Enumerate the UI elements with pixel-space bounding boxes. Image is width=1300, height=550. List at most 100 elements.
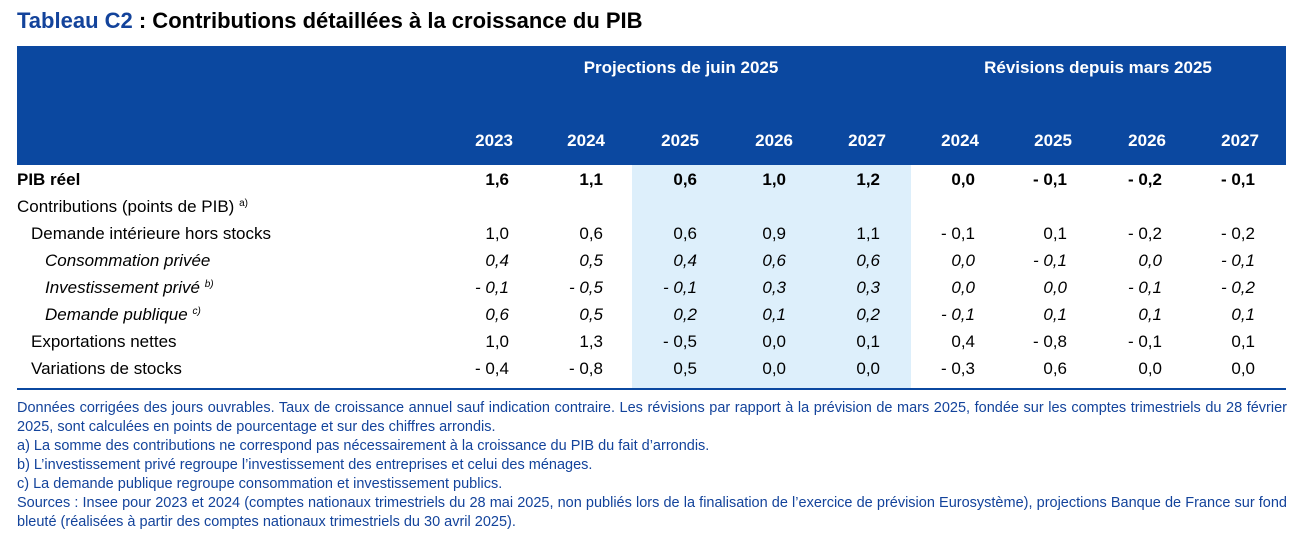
footnote-ref: c) [192,306,201,317]
cell: - 0,5 [568,278,603,297]
table-row-variations-stocks: Variations de stocks - 0,4 - 0,8 0,5 0,0… [17,356,1286,383]
row-label: Exportations nettes [31,332,177,351]
cell: - 0,4 [474,359,509,378]
cell: - 0,1 [662,278,697,297]
cell: - 0,1 [1127,332,1162,351]
cell: 0,6 [579,224,603,243]
header-year: 2025 [661,131,699,150]
cell: - 0,2 [1220,224,1255,243]
cell: - 0,8 [568,359,603,378]
table-row-pib-reel: PIB réel 1,6 1,1 0,6 1,0 1,2 0,0 - 0,1 -… [17,167,1286,194]
cell: 0,0 [762,332,786,351]
cell: 0,1 [1043,305,1067,324]
cell: 0,2 [856,305,880,324]
table-row-demande-interieure: Demande intérieure hors stocks 1,0 0,6 0… [17,221,1286,248]
cell: - 0,1 [1032,251,1067,270]
cell: 0,5 [579,305,603,324]
cell: 0,0 [762,359,786,378]
table-row-investissement-prive: Investissement privé b) - 0,1 - 0,5 - 0,… [17,275,1286,302]
cell: 0,6 [1043,359,1067,378]
note-c: c) La demande publique regroupe consomma… [17,476,503,492]
cell: 0,0 [856,359,880,378]
table-header: Projections de juin 2025 Révisions depui… [17,46,1286,165]
cell: - 0,1 [1220,251,1255,270]
cell: 0,0 [1043,278,1067,297]
cell: - 0,2 [1220,278,1255,297]
note-b: b) L’investissement privé regroupe l’inv… [17,457,593,473]
table-row-contributions: Contributions (points de PIB) a) [17,194,1286,221]
cell: 1,0 [485,224,509,243]
cell: - 0,1 [1127,278,1162,297]
cell: 0,0 [1138,359,1162,378]
cell: 0,2 [673,305,697,324]
cell: - 0,1 [474,278,509,297]
cell: - 0,8 [1032,332,1067,351]
cell: 0,5 [673,359,697,378]
cell: - 0,1 [1032,170,1067,189]
cell: 0,6 [673,170,697,189]
cell: 1,2 [856,170,880,189]
header-group-revisions: Révisions depuis mars 2025 [984,58,1212,77]
cell: - 0,3 [940,359,975,378]
cell: 0,3 [856,278,880,297]
row-label: PIB réel [17,170,81,189]
cell: 0,1 [1043,224,1067,243]
cell: 0,6 [762,251,786,270]
row-label: Variations de stocks [31,359,182,378]
note-general: Données corrigées des jours ouvrables. T… [17,400,1287,435]
cell: 0,0 [951,170,975,189]
cell: 0,1 [1138,305,1162,324]
cell: 0,1 [1231,305,1255,324]
header-year: 2026 [755,131,793,150]
header-group-projections: Projections de juin 2025 [583,58,779,77]
cell: 0,0 [1138,251,1162,270]
cell: 0,0 [951,278,975,297]
cell: 0,4 [485,251,509,270]
cell: - 0,2 [1127,224,1162,243]
cell: 0,6 [673,224,697,243]
header-year: 2024 [941,131,979,150]
cell: 0,1 [762,305,786,324]
table-row-exportations-nettes: Exportations nettes 1,0 1,3 - 0,5 0,0 0,… [17,329,1286,356]
table-bottom-rule [17,388,1286,390]
cell: - 0,1 [1220,170,1255,189]
header-year: 2023 [475,131,513,150]
table-row-demande-publique: Demande publique c) 0,6 0,5 0,2 0,1 0,2 … [17,302,1286,329]
table-code: Tableau C2 [17,8,133,33]
row-label-text: Demande publique [45,305,188,324]
table-row-consommation-privee: Consommation privée 0,4 0,5 0,4 0,6 0,6 … [17,248,1286,275]
cell: 1,3 [579,332,603,351]
header-year: 2027 [1221,131,1259,150]
cell: 1,0 [762,170,786,189]
cell: 0,0 [951,251,975,270]
cell: - 0,1 [940,305,975,324]
row-label-text: Contributions (points de PIB) [17,197,235,216]
cell: 1,1 [579,170,603,189]
cell: 0,5 [579,251,603,270]
row-label: Demande intérieure hors stocks [31,224,272,243]
table-notes: Données corrigées des jours ouvrables. T… [17,399,1287,532]
note-a: a) La somme des contributions ne corresp… [17,438,710,454]
footnote-ref: a) [239,198,248,209]
cell: - 0,1 [940,224,975,243]
cell: 1,6 [485,170,509,189]
row-label: Consommation privée [45,251,211,270]
cell: - 0,5 [662,332,697,351]
table-title-text: : Contributions détaillées à la croissan… [132,8,643,33]
header-year: 2024 [567,131,605,150]
header-year: 2027 [848,131,886,150]
cell: 0,9 [762,224,786,243]
table-title: Tableau C2 : Contributions détaillées à … [17,8,643,34]
cell: 0,0 [1231,359,1255,378]
cell: 0,6 [856,251,880,270]
footnote-ref: b) [204,279,214,290]
projection-shading [632,165,911,389]
header-year: 2026 [1128,131,1166,150]
cell: - 0,2 [1127,170,1162,189]
note-sources: Sources : Insee pour 2023 et 2024 (compt… [17,495,1287,530]
cell: 1,0 [485,332,509,351]
row-label-text: Investissement privé [45,278,200,297]
cell: 1,1 [856,224,880,243]
row-label: Demande publique c) [45,305,201,325]
header-year: 2025 [1034,131,1072,150]
